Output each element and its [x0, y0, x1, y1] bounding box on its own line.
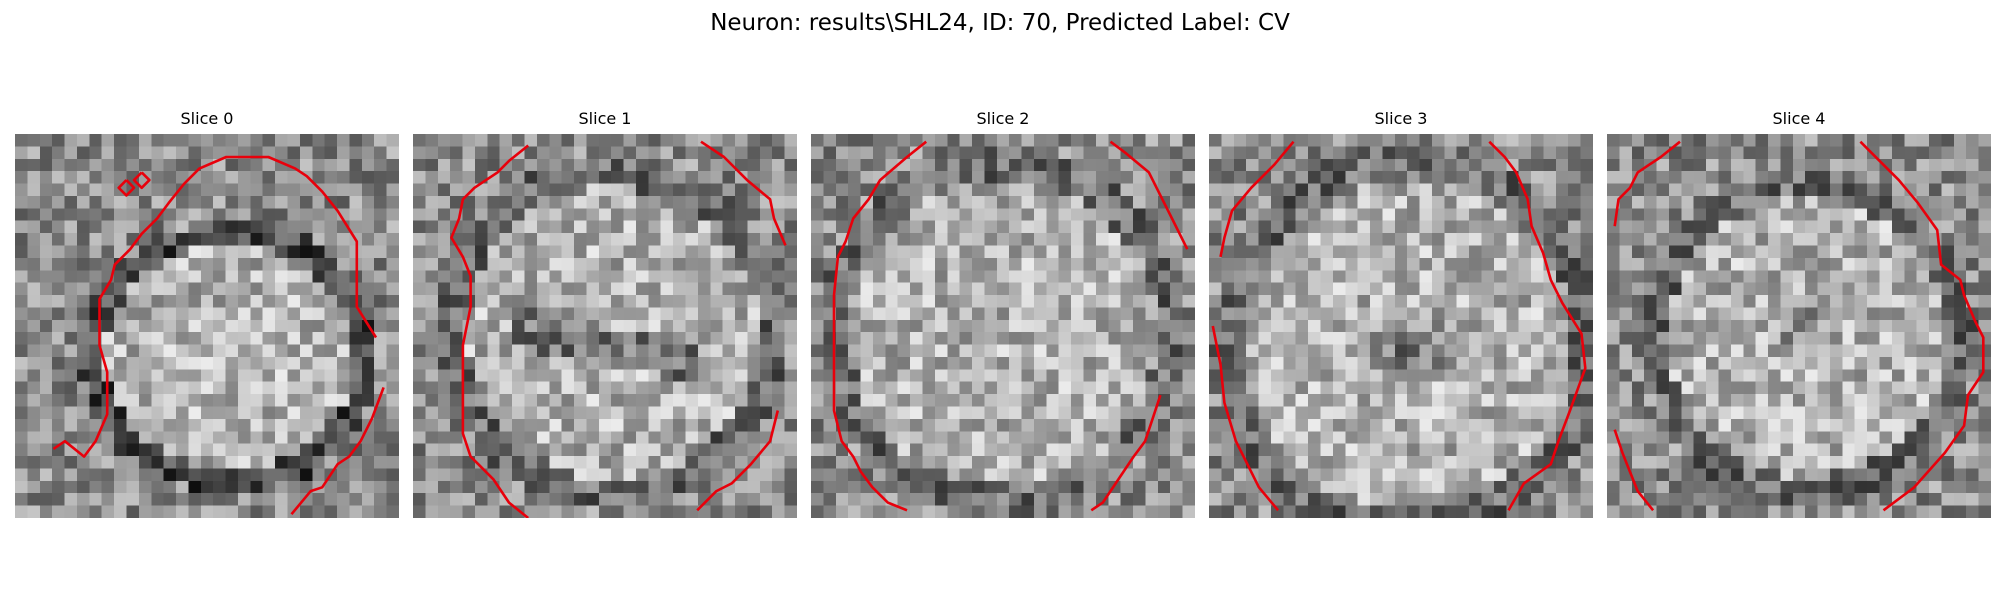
- slice-4-image: [1607, 134, 1991, 518]
- slice-3-contour-1: [1488, 140, 1587, 511]
- slice-3-contour-0: [1219, 140, 1295, 258]
- slice-1-svg: [413, 134, 797, 518]
- slice-0-contour-2: [132, 171, 151, 190]
- slice-4-contour-2: [1613, 429, 1655, 512]
- slice-2-image: [811, 134, 1195, 518]
- slice-2-svg: [811, 134, 1195, 518]
- slice-4-contour-1: [1859, 140, 1985, 512]
- slice-1-image: [413, 134, 797, 518]
- slice-1-contour-1: [700, 140, 787, 246]
- slice-2-contour-0: [832, 140, 928, 512]
- slice-2-contour-2: [1090, 394, 1162, 512]
- slice-1-contour-2: [696, 410, 780, 512]
- slice-0-contour-3: [117, 179, 136, 197]
- slice-0-contour-1: [290, 386, 385, 516]
- slice-3-svg: [1209, 134, 1593, 518]
- slice-0-svg: [15, 134, 399, 518]
- panel-title-slice-4: Slice 4: [1772, 109, 1826, 128]
- slice-3-image: [1209, 134, 1593, 518]
- slice-0-contour-0: [52, 155, 378, 458]
- panel-title-slice-1: Slice 1: [578, 109, 632, 128]
- slice-1-contour-0: [450, 144, 530, 518]
- panel-title-slice-0: Slice 0: [180, 109, 234, 128]
- slice-4-svg: [1607, 134, 1991, 518]
- panel-title-slice-3: Slice 3: [1374, 109, 1428, 128]
- slice-3-contour-2: [1211, 325, 1280, 512]
- figure-title: Neuron: results\SHL24, ID: 70, Predicted…: [710, 10, 1290, 36]
- slice-2-contour-1: [1109, 140, 1189, 250]
- panel-title-slice-2: Slice 2: [976, 109, 1030, 128]
- slice-4-contour-0: [1613, 140, 1681, 227]
- slice-0-image: [15, 134, 399, 518]
